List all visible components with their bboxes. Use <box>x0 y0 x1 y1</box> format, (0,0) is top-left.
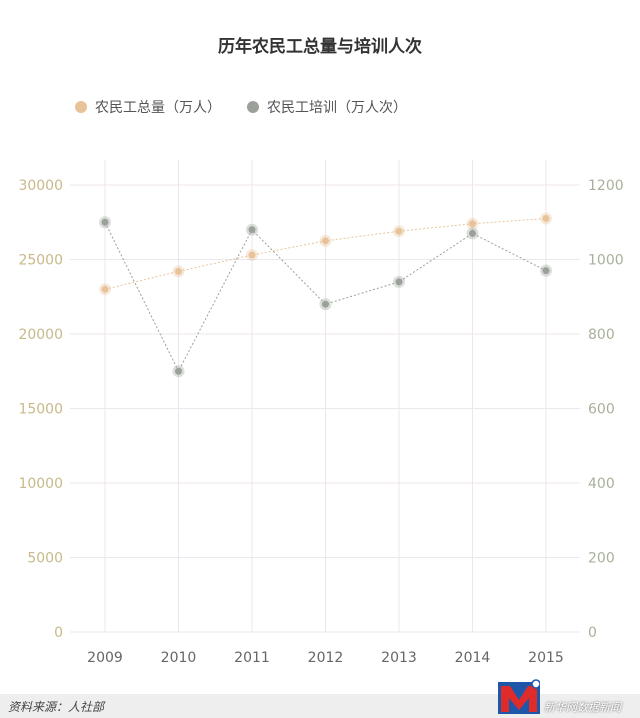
brand-name: 新华网数据新闻 <box>544 701 621 714</box>
data-point-total[interactable] <box>322 237 329 245</box>
legend-label-training: 农民工培训（万人次） <box>267 100 407 116</box>
y-right-tick-label: 800 <box>588 327 615 343</box>
x-tick-label: 2014 <box>455 650 491 666</box>
y-left-tick-label: 15000 <box>18 402 63 418</box>
data-point-total[interactable] <box>175 267 182 275</box>
legend-marker-training <box>247 101 259 113</box>
y-left-tick-label: 30000 <box>18 178 63 194</box>
y-left-tick-label: 20000 <box>18 327 63 343</box>
legend-item-total[interactable]: 农民工总量（万人） <box>75 97 221 117</box>
data-point-training[interactable] <box>322 300 329 308</box>
y-right-tick-label: 1000 <box>588 253 624 269</box>
y-left-tick-label: 0 <box>54 625 63 641</box>
data-point-training[interactable] <box>469 229 476 237</box>
xinhua-logo-icon <box>498 679 540 714</box>
chart-title: 历年农民工总量与培训人次 <box>218 37 422 57</box>
legend: 农民工总量（万人） 农民工培训（万人次） <box>75 95 407 119</box>
legend-label-total: 农民工总量（万人） <box>95 100 221 116</box>
x-tick-label: 2013 <box>381 650 417 666</box>
data-point-training[interactable] <box>248 226 256 234</box>
x-tick-label: 2010 <box>161 650 197 666</box>
x-tick-label: 2011 <box>234 650 270 666</box>
legend-item-training[interactable]: 农民工培训（万人次） <box>247 97 407 117</box>
footer-bar: 资料来源：人社部 新华网数据新闻 <box>0 679 640 718</box>
data-point-training[interactable] <box>542 267 550 275</box>
data-point-training[interactable] <box>175 367 182 375</box>
data-point-total[interactable] <box>248 251 256 259</box>
y-left-tick-label: 25000 <box>18 253 63 269</box>
y-left-tick-label: 5000 <box>27 551 63 567</box>
data-point-total[interactable] <box>395 227 403 235</box>
y-right-tick-label: 0 <box>588 625 597 641</box>
y-right-tick-label: 200 <box>588 551 615 567</box>
data-point-total[interactable] <box>469 220 476 228</box>
source-note: 资料来源：人社部 <box>8 700 105 714</box>
legend-marker-total <box>75 101 87 113</box>
y-left-tick-label: 10000 <box>18 476 63 492</box>
data-point-training[interactable] <box>395 278 403 286</box>
x-tick-label: 2012 <box>308 650 344 666</box>
y-right-tick-label: 1200 <box>588 178 624 194</box>
y-right-tick-label: 600 <box>588 402 615 418</box>
data-point-training[interactable] <box>101 218 109 226</box>
x-tick-label: 2009 <box>87 650 123 666</box>
y-right-tick-label: 400 <box>588 476 615 492</box>
x-tick-label: 2015 <box>528 650 564 666</box>
data-point-total[interactable] <box>101 285 109 293</box>
line-chart: 0 0 5000 200 10000 400 15000 600 20000 800 25000 10… <box>18 160 624 666</box>
data-point-total[interactable] <box>542 215 550 223</box>
